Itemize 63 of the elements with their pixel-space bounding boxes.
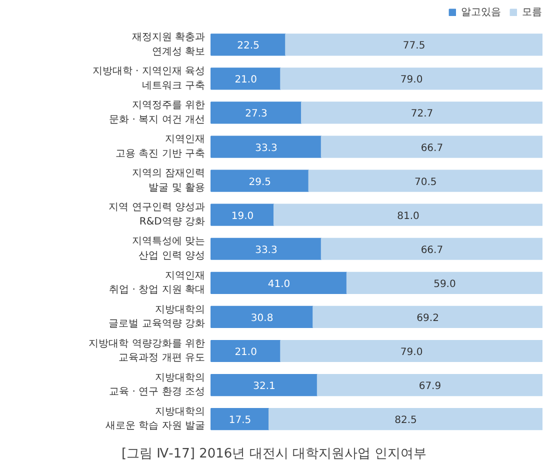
- data-label: 66.7: [420, 142, 444, 154]
- bar: [320, 136, 542, 158]
- bar: [285, 34, 542, 56]
- data-label: 21.0: [234, 74, 257, 86]
- data-label: 33.3: [255, 244, 278, 256]
- y-tick-label: 지방대학의 교육 · 연구 환경 조성: [109, 372, 206, 398]
- y-tick-label: 지방대학의 글로벌 교육역량 강화: [108, 304, 206, 330]
- bar: [346, 272, 542, 294]
- bar: [210, 68, 282, 90]
- data-label: 19.0: [231, 210, 254, 222]
- data-label: 67.9: [418, 381, 442, 392]
- data-label: 82.5: [394, 415, 417, 426]
- y-tick-label: 지방대학 역량강화를 위한 교육과정 개편 유도: [88, 338, 206, 364]
- bar: [210, 374, 318, 396]
- y-tick-label: 지역인재 취업 · 창업 지원 확대: [109, 270, 206, 296]
- bar: [280, 340, 542, 362]
- data-label: 72.7: [410, 108, 434, 120]
- bar: [210, 272, 348, 294]
- data-label: 70.5: [414, 176, 437, 188]
- bar: [210, 306, 314, 328]
- legend-label: 모름: [522, 6, 542, 19]
- legend-label: 알고있음: [461, 6, 501, 19]
- data-label: 41.0: [268, 278, 290, 290]
- bar: [210, 170, 310, 192]
- bar: [210, 408, 270, 430]
- y-tick-label: 지역인재 고용 촉진 기반 구축: [115, 134, 206, 160]
- data-label: 79.0: [400, 74, 423, 86]
- y-tick-label: 지역의 잠재인력 발굴 및 활용: [132, 168, 206, 194]
- bar: [210, 34, 286, 56]
- bar: [274, 204, 542, 226]
- bar: [210, 238, 322, 260]
- data-label: 33.3: [255, 142, 278, 154]
- data-label: 69.2: [416, 312, 439, 324]
- bar: [312, 306, 542, 328]
- data-label: 32.1: [253, 381, 276, 392]
- data-label: 22.5: [237, 40, 260, 52]
- y-tick-label: 지역특성에 맞는 산업 인력 양성: [132, 236, 206, 262]
- bar: [316, 374, 542, 396]
- data-label: 29.5: [248, 176, 272, 188]
- data-label: 59.0: [434, 278, 456, 290]
- bar: [301, 102, 542, 124]
- data-label: 27.3: [245, 108, 268, 120]
- y-tick-label: 지방대학 · 지역인재 육성 네트워크 구축: [92, 66, 206, 92]
- data-label: 30.8: [250, 312, 274, 324]
- bar: [280, 68, 542, 90]
- data-label: 66.7: [420, 244, 444, 256]
- y-tick-label: 지역정주를 위한 문화 · 복지 여건 개선: [109, 100, 206, 126]
- y-tick-label: 지역 연구인력 양성과 R&D역량 강화: [108, 202, 206, 228]
- bar: [308, 170, 542, 192]
- data-label: 21.0: [234, 347, 257, 358]
- bar: [210, 136, 322, 158]
- bar: [210, 340, 282, 362]
- bar: [210, 204, 274, 226]
- bar: [210, 102, 302, 124]
- text: [그림 Ⅳ-17] 2016년 대전시 대학지원사업 인지여부: [121, 446, 427, 462]
- y-tick-label: 지방대학의 새로운 학습 자원 발굴: [105, 406, 206, 432]
- bar: [268, 408, 542, 430]
- data-label: 79.0: [400, 347, 423, 358]
- data-label: 81.0: [397, 210, 420, 222]
- bar: [320, 238, 542, 260]
- data-label: 77.5: [402, 40, 426, 52]
- data-label: 17.5: [228, 415, 252, 426]
- y-tick-label: 재정지원 확충과 연계성 확보: [132, 32, 206, 58]
